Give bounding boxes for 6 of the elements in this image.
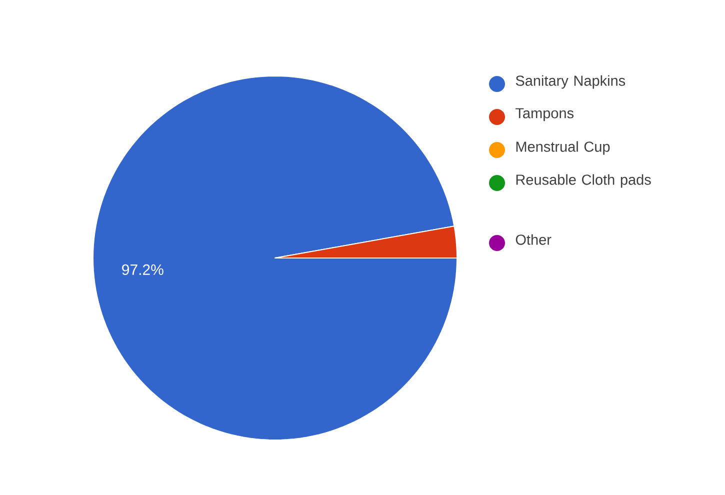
- legend-label: Menstrual Cup: [516, 141, 610, 155]
- legend-label: Tampons: [516, 108, 574, 122]
- legend-label: Reusable Cloth pads: [516, 174, 651, 188]
- data-label: 97.2%: [122, 264, 164, 275]
- legend-label: Other: [516, 234, 552, 245]
- legend-label: Sanitary Napkins: [516, 75, 626, 89]
